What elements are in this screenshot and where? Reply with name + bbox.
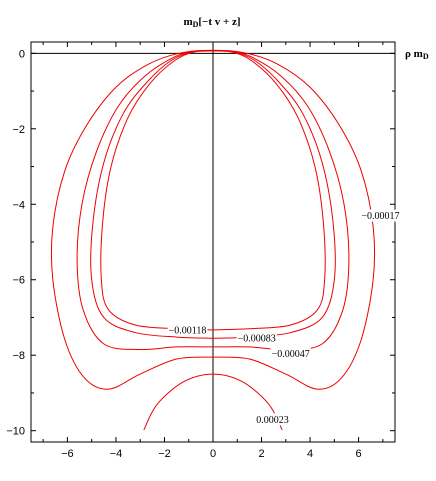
contour-label: −0.00083 — [238, 334, 276, 345]
y-tick-label: 0 — [19, 48, 25, 60]
chart-title-rest: [−t v + z] — [198, 16, 240, 28]
x-axis-label: ρ mD — [405, 48, 429, 61]
contour-label: −0.00017 — [361, 211, 399, 222]
contour-labels-group: −0.00118 −0.00083 −0.00047 −0.00017 0.00023 — [167, 209, 401, 426]
y-tick-label: −6 — [12, 275, 25, 287]
chart-title-main: m — [183, 16, 192, 28]
x-axis-label-sub: D — [423, 52, 429, 61]
y-tick-label: −4 — [12, 199, 25, 211]
axes-group — [31, 42, 395, 442]
x-tick-label: 6 — [356, 448, 362, 460]
contour-label-background — [167, 323, 208, 336]
x-tick-label: −2 — [158, 448, 171, 460]
y-tick-label: −2 — [12, 124, 25, 136]
contour-label-background — [236, 332, 277, 345]
y-tick-label: −10 — [6, 426, 25, 438]
contour-label-background — [255, 413, 290, 426]
x-tick-label: −4 — [110, 448, 123, 460]
x-axis-label-main: ρ m — [405, 48, 423, 60]
contour-label-background — [270, 347, 311, 360]
ticks-group: −6 −4 −2 0 2 4 6 0 −2 −4 −6 −8 −10 — [6, 42, 395, 460]
x-tick-label: 2 — [258, 448, 264, 460]
contour-label: −0.00118 — [169, 325, 207, 336]
contour-line — [143, 373, 283, 431]
contour-label: −0.00047 — [272, 349, 310, 360]
x-tick-label: −6 — [61, 448, 74, 460]
y-tick-label: −8 — [12, 350, 25, 362]
x-tick-label: 4 — [307, 448, 313, 460]
contour-label: 0.00023 — [256, 415, 289, 426]
chart-title-sub: D — [193, 20, 199, 29]
contour-label-background — [360, 209, 401, 222]
contour-lines-group — [50, 49, 376, 431]
chart-title: mD[−t v + z] — [183, 16, 240, 29]
x-tick-label: 0 — [210, 448, 216, 460]
contour-line — [50, 49, 376, 390]
